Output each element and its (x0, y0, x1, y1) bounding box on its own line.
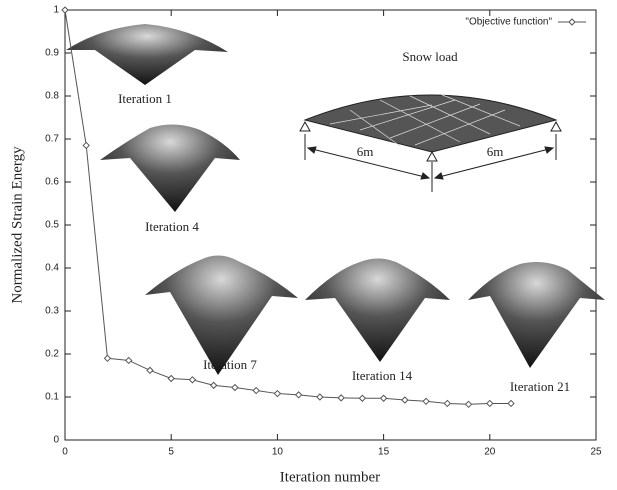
y-tick-label: 0.3 (45, 306, 59, 317)
marker (359, 395, 365, 401)
annotation: Iteration 21 (510, 379, 570, 394)
marker (62, 7, 68, 13)
x-tick-label: 20 (484, 447, 496, 458)
x-tick-label: 0 (62, 447, 68, 458)
annotation: Iteration 1 (118, 91, 172, 106)
marker (104, 355, 110, 361)
marker (126, 357, 132, 363)
legend-marker (569, 19, 575, 25)
marker (466, 401, 472, 407)
marker (508, 400, 514, 406)
annotation: 6m (357, 144, 374, 159)
y-tick-label: 0.9 (45, 48, 59, 59)
y-axis-label: Normalized Strain Energy (9, 146, 25, 304)
marker (487, 400, 493, 406)
y-tick-label: 0.7 (45, 134, 59, 145)
annotations: Iteration 1 Iteration 4 Iteration 7 Iter… (118, 49, 570, 394)
y-tick-label: 0.4 (45, 263, 59, 274)
x-tick-label: 25 (590, 447, 602, 458)
marker (423, 398, 429, 404)
y-tick-label: 0.5 (45, 220, 59, 231)
annotation: Iteration 14 (352, 368, 413, 383)
marker (232, 385, 238, 391)
marker (381, 395, 387, 401)
marker (253, 388, 259, 394)
chart: Iteration 1 Iteration 4 Iteration 7 Iter… (0, 0, 617, 490)
legend-label: "Objective function" (465, 17, 552, 28)
x-tick-label: 15 (378, 447, 390, 458)
snow-load-diagram (300, 94, 561, 192)
y-tick-label: 0.2 (45, 349, 59, 360)
marker (83, 142, 89, 148)
annotation: 6m (487, 144, 504, 159)
y-tick-label: 0.8 (45, 91, 59, 102)
x-axis-label: Iteration number (280, 469, 380, 485)
x-tick-label: 5 (168, 447, 174, 458)
marker (317, 394, 323, 400)
annotation: Iteration 7 (203, 357, 257, 372)
x-tick-label: 10 (272, 447, 284, 458)
shell-illustrations (66, 24, 605, 375)
y-tick-label: 0.6 (45, 177, 59, 188)
marker (211, 382, 217, 388)
marker (147, 367, 153, 373)
y-tick-label: 0 (53, 435, 59, 446)
marker (168, 376, 174, 382)
marker (402, 397, 408, 403)
marker (189, 377, 195, 383)
marker (296, 392, 302, 398)
annotation: Iteration 4 (145, 219, 199, 234)
marker (274, 391, 280, 397)
y-tick-label: 0.1 (45, 392, 59, 403)
marker (444, 400, 450, 406)
y-tick-label: 1 (53, 5, 59, 16)
marker (338, 395, 344, 401)
annotation: Snow load (402, 49, 458, 64)
